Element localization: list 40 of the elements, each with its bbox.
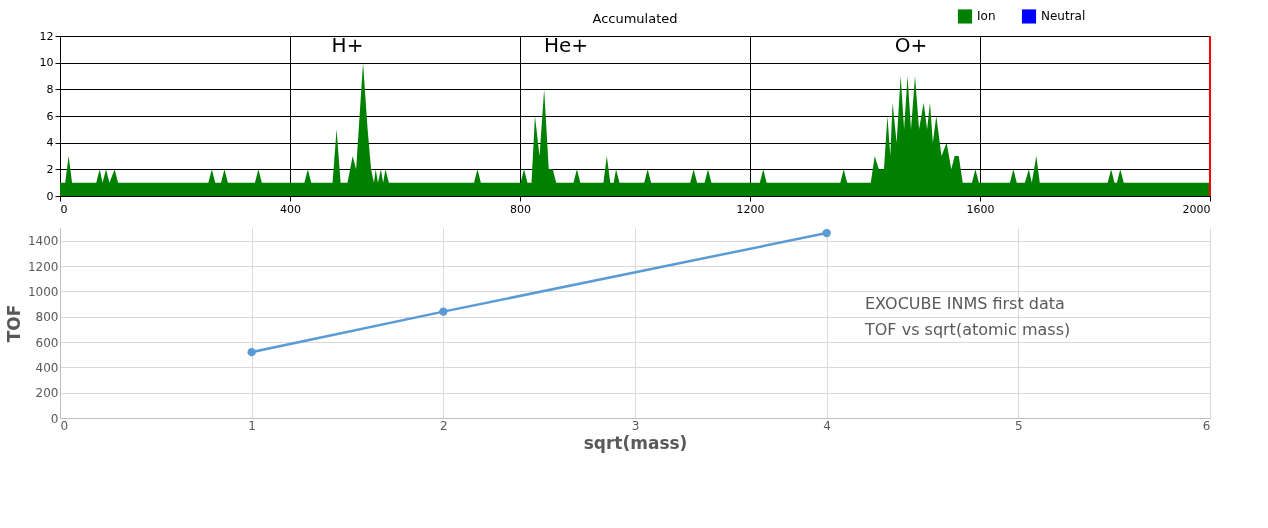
y-tick-label: 10 (39, 56, 54, 70)
x-tick-label: 1 (248, 418, 256, 433)
annotation: He+ (543, 32, 589, 57)
y-tick-label: 0 (46, 189, 54, 203)
y-tick-label: 6 (46, 109, 54, 123)
y-tick-label: 2 (46, 162, 54, 176)
annotation: TOF vs sqrt(atomic mass) (864, 320, 1071, 339)
x-tick-label: 0 (60, 418, 69, 433)
y-axis-title: TOF (3, 304, 24, 343)
x-tick-label: 4 (823, 418, 831, 433)
annotation: O+ (894, 32, 928, 57)
y-tick-label: 600 (35, 335, 59, 350)
x-tick-label: 2 (440, 418, 448, 433)
y-tick-label: 12 (39, 29, 54, 43)
annotation: EXOCUBE INMS first data (865, 294, 1065, 313)
x-tick-label: 5 (1015, 418, 1023, 433)
point (439, 307, 448, 316)
x-tick-label: 6 (1202, 418, 1211, 433)
x-axis-title: sqrt(mass) (583, 432, 688, 453)
x-tick-label: 800 (510, 202, 531, 216)
chart-title: Accumulated (592, 11, 678, 26)
y-tick-label: 1000 (27, 284, 59, 299)
point (822, 228, 831, 238)
y-tick-label: 8 (46, 82, 54, 96)
x-tick-label: 0 (60, 202, 68, 216)
x-tick-label: 1200 (736, 202, 765, 216)
x-tick-label: 1600 (966, 202, 995, 216)
y-tick-label: 200 (35, 386, 59, 401)
y-tick-label: 400 (35, 360, 59, 375)
legend-label: Ion (977, 9, 996, 24)
point (247, 347, 256, 357)
y-tick-label: 800 (35, 310, 59, 325)
annotation: H+ (331, 32, 364, 57)
x-tick-label: 400 (280, 202, 301, 216)
x-tick-label: 3 (631, 418, 640, 433)
y-tick-label: 1400 (27, 234, 59, 249)
y-tick-label: 4 (46, 136, 54, 150)
legend-label: Neutral (1041, 9, 1086, 24)
x-tick-label: 2000 (1182, 202, 1211, 216)
y-tick-label: 1200 (27, 259, 59, 274)
